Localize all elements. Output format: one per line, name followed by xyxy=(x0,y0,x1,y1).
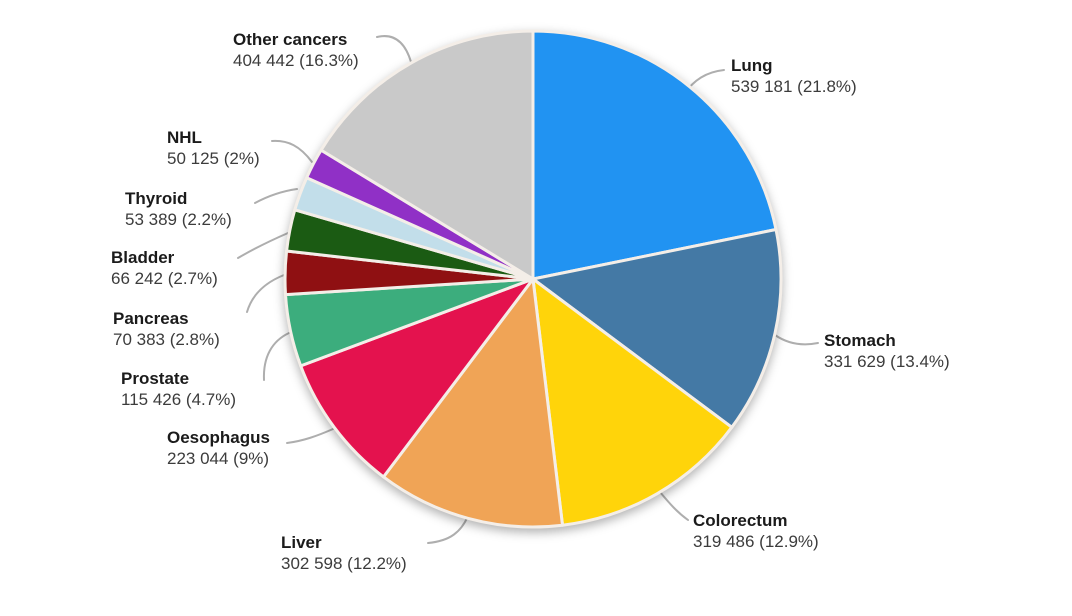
leader-line-colorectum xyxy=(659,491,689,521)
leader-line-stomach xyxy=(774,334,819,346)
label-thyroid-value: 53 389 (2.2%) xyxy=(125,210,232,229)
label-nhl-value: 50 125 (2%) xyxy=(167,149,260,168)
leader-line-oesophagus xyxy=(286,428,334,444)
label-bladder: Bladder 66 242 (2.7%) xyxy=(111,247,218,289)
pie-slice-oesophagus[interactable] xyxy=(299,277,535,479)
label-thyroid: Thyroid 53 389 (2.2%) xyxy=(125,188,232,230)
leader-line-bladder xyxy=(237,232,289,259)
label-oesophagus-name: Oesophagus xyxy=(167,428,270,447)
label-pancreas-value: 70 383 (2.8%) xyxy=(113,330,220,349)
label-lung: Lung 539 181 (21.8%) xyxy=(731,55,857,97)
leader-line-liver xyxy=(427,515,469,544)
label-other-cancers-value: 404 442 (16.3%) xyxy=(233,51,359,70)
label-colorectum-name: Colorectum xyxy=(693,511,788,530)
label-colorectum: Colorectum 319 486 (12.9%) xyxy=(693,510,819,552)
label-colorectum-value: 319 486 (12.9%) xyxy=(693,532,819,551)
pie-slice-liver[interactable] xyxy=(382,277,564,529)
leader-line-thyroid xyxy=(254,188,298,204)
label-lung-name: Lung xyxy=(731,56,773,75)
pie-slice-lung[interactable] xyxy=(531,29,778,281)
leader-line-prostate xyxy=(262,332,290,381)
label-oesophagus-value: 223 044 (9%) xyxy=(167,449,270,468)
pie-slice-stomach[interactable] xyxy=(531,228,783,429)
leader-lines xyxy=(237,35,819,544)
label-pancreas-name: Pancreas xyxy=(113,309,189,328)
label-thyroid-name: Thyroid xyxy=(125,189,188,208)
label-oesophagus: Oesophagus 223 044 (9%) xyxy=(167,427,270,469)
label-prostate-value: 115 426 (4.7%) xyxy=(121,390,236,409)
label-prostate-name: Prostate xyxy=(121,369,190,388)
pie-slices-group xyxy=(283,29,783,529)
label-liver-value: 302 598 (12.2%) xyxy=(281,554,407,573)
leader-line-other xyxy=(376,35,412,63)
label-nhl-name: NHL xyxy=(167,128,202,147)
label-stomach-value: 331 629 (13.4%) xyxy=(824,352,950,371)
label-liver: Liver 302 598 (12.2%) xyxy=(281,532,407,574)
label-stomach-name: Stomach xyxy=(824,331,896,350)
label-lung-value: 539 181 (21.8%) xyxy=(731,77,857,96)
pie-slice-colorectum[interactable] xyxy=(531,277,734,527)
label-liver-name: Liver xyxy=(281,533,322,552)
label-bladder-value: 66 242 (2.7%) xyxy=(111,269,218,288)
leader-line-pancreas xyxy=(246,274,285,313)
leader-line-nhl xyxy=(271,139,313,163)
label-stomach: Stomach 331 629 (13.4%) xyxy=(824,330,950,372)
label-pancreas: Pancreas 70 383 (2.8%) xyxy=(113,308,220,350)
label-bladder-name: Bladder xyxy=(111,248,175,267)
label-nhl: NHL 50 125 (2%) xyxy=(167,127,260,169)
label-prostate: Prostate 115 426 (4.7%) xyxy=(121,368,236,410)
label-other-cancers: Other cancers 404 442 (16.3%) xyxy=(233,29,359,71)
label-other-cancers-name: Other cancers xyxy=(233,30,348,49)
pie-slice-other[interactable] xyxy=(319,29,535,281)
